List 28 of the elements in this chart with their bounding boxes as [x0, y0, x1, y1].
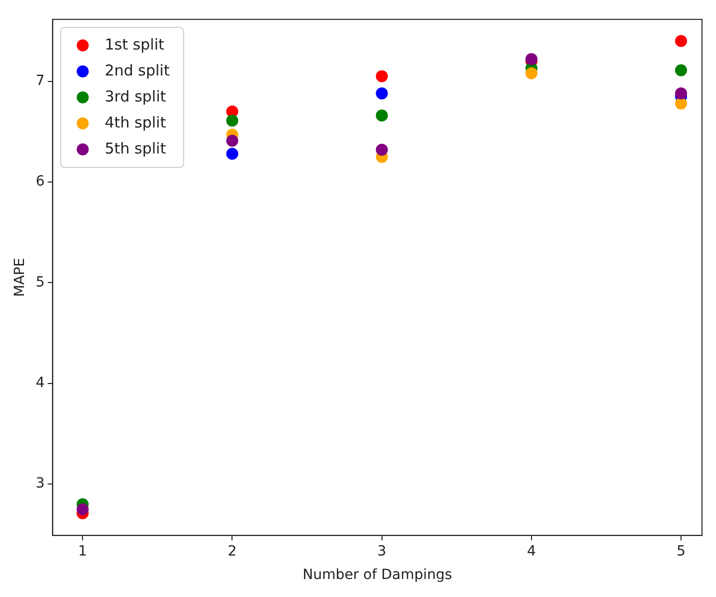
x-tick-label: 2	[228, 543, 237, 560]
legend-label: 4th split	[104, 113, 166, 132]
y-tick-label: 4	[36, 375, 45, 392]
x-tick-label: 5	[676, 543, 686, 560]
legend-label: 2nd split	[104, 61, 170, 80]
point	[226, 148, 238, 160]
legend-label: 1st split	[104, 35, 164, 54]
y-tick-label: 6	[36, 174, 45, 190]
legend-label: 5th split	[104, 139, 166, 158]
legend-label: 3rd split	[104, 87, 166, 106]
point	[376, 144, 388, 156]
x-tick-label: 3	[377, 543, 386, 560]
point	[675, 35, 688, 48]
point	[226, 134, 238, 147]
point	[76, 503, 89, 516]
x-tick-label: 4	[526, 543, 536, 560]
point	[376, 87, 388, 100]
y-tick-label: 7	[36, 72, 45, 89]
x-tick-label: 1	[78, 543, 88, 560]
point	[376, 110, 388, 122]
point	[376, 70, 388, 82]
y-axis-title: MAPE	[12, 258, 28, 297]
x-axis-title: Number of Dampings	[302, 567, 452, 584]
y-tick-label: 3	[36, 476, 45, 492]
y-tick-label: 5	[36, 274, 45, 290]
point	[226, 114, 238, 127]
point	[525, 67, 538, 80]
point	[675, 64, 688, 76]
